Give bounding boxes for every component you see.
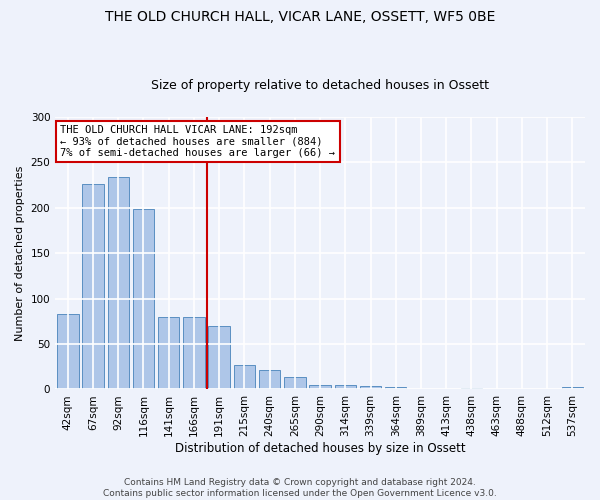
Bar	[57, 314, 79, 390]
Bar	[562, 386, 583, 390]
Bar	[208, 326, 230, 390]
Bar	[107, 177, 129, 390]
Bar	[284, 376, 305, 390]
Bar	[233, 365, 255, 390]
Text: THE OLD CHURCH HALL VICAR LANE: 192sqm
← 93% of detached houses are smaller (884: THE OLD CHURCH HALL VICAR LANE: 192sqm ←…	[61, 125, 335, 158]
Bar	[259, 370, 280, 390]
Text: Contains HM Land Registry data © Crown copyright and database right 2024.
Contai: Contains HM Land Registry data © Crown c…	[103, 478, 497, 498]
Bar	[183, 316, 205, 390]
Bar	[310, 385, 331, 390]
Bar	[158, 316, 179, 390]
Bar	[82, 184, 104, 390]
X-axis label: Distribution of detached houses by size in Ossett: Distribution of detached houses by size …	[175, 442, 466, 455]
Bar	[461, 388, 482, 390]
Bar	[385, 386, 406, 390]
Y-axis label: Number of detached properties: Number of detached properties	[15, 166, 25, 341]
Text: THE OLD CHURCH HALL, VICAR LANE, OSSETT, WF5 0BE: THE OLD CHURCH HALL, VICAR LANE, OSSETT,…	[105, 10, 495, 24]
Title: Size of property relative to detached houses in Ossett: Size of property relative to detached ho…	[151, 79, 489, 92]
Bar	[335, 385, 356, 390]
Bar	[360, 386, 381, 390]
Bar	[133, 208, 154, 390]
